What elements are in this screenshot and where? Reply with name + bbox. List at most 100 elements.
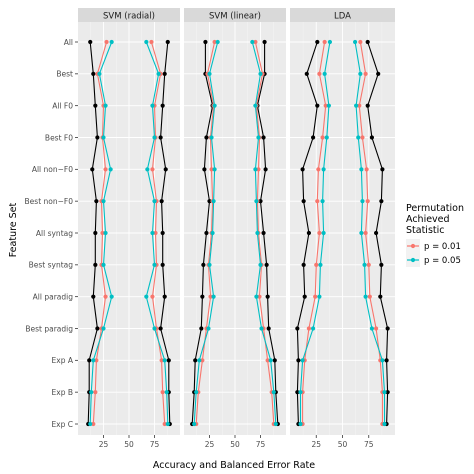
data-point xyxy=(363,71,368,76)
data-point xyxy=(200,294,205,299)
data-point xyxy=(302,294,307,299)
data-point xyxy=(304,71,309,76)
legend-key-point xyxy=(410,243,416,249)
data-point xyxy=(144,294,149,299)
data-point xyxy=(273,421,278,427)
data-point xyxy=(209,135,214,140)
data-point xyxy=(301,262,306,267)
data-point xyxy=(321,230,326,236)
data-point xyxy=(360,135,365,140)
data-point xyxy=(365,199,370,204)
data-point xyxy=(318,262,323,267)
panel-3: LDA 25 50 75 xyxy=(290,8,395,449)
data-point xyxy=(306,326,311,331)
data-point xyxy=(311,326,316,331)
data-point xyxy=(194,390,199,395)
data-point xyxy=(152,135,157,140)
data-point xyxy=(380,358,385,363)
data-point xyxy=(261,135,266,140)
y-axis-title: Feature Set xyxy=(8,202,19,257)
data-point xyxy=(364,167,369,172)
series-12 xyxy=(250,39,278,427)
data-point xyxy=(261,230,266,236)
facet-strip xyxy=(78,8,180,22)
data-point xyxy=(197,358,202,363)
data-point xyxy=(160,262,165,267)
data-point xyxy=(90,167,95,172)
data-point xyxy=(295,390,300,395)
y-tick-label: Best syntag xyxy=(29,261,74,270)
data-point xyxy=(93,230,98,236)
data-point xyxy=(162,294,167,299)
data-point xyxy=(91,421,96,427)
series-13 xyxy=(295,39,320,427)
data-point xyxy=(298,390,303,395)
y-tick-label: Best F0 xyxy=(45,133,73,142)
chart-panels: SVM (radial) 25 50 75 SVM (linear) 25 50 75 LDA 2… xyxy=(78,8,395,449)
data-point xyxy=(382,390,387,395)
data-point xyxy=(104,39,109,45)
data-point xyxy=(150,294,155,299)
data-point xyxy=(382,421,387,427)
data-point xyxy=(362,262,367,267)
data-point xyxy=(257,294,262,299)
data-point xyxy=(256,135,261,140)
legend-item: p = 0.01 xyxy=(406,239,461,253)
y-tick-label: Best xyxy=(56,70,73,79)
data-point xyxy=(266,326,271,331)
data-point xyxy=(264,262,269,267)
legend-label: p = 0.01 xyxy=(424,242,461,252)
data-point xyxy=(354,103,359,108)
data-point xyxy=(108,167,113,172)
series-6 xyxy=(144,39,170,427)
data-point xyxy=(263,167,268,172)
data-point xyxy=(212,103,217,108)
data-point xyxy=(109,39,114,45)
facet-strip xyxy=(290,8,395,22)
data-point xyxy=(254,199,259,204)
data-point xyxy=(317,230,322,236)
data-point xyxy=(384,358,389,363)
data-point xyxy=(152,326,157,331)
facet-strip-label: SVM (radial) xyxy=(103,12,155,22)
data-point xyxy=(314,262,319,267)
legend-title: Achieved xyxy=(406,214,450,225)
data-point xyxy=(103,294,108,299)
data-point xyxy=(211,199,216,204)
data-point xyxy=(379,262,384,267)
data-point xyxy=(100,230,105,236)
data-point xyxy=(306,230,311,236)
data-point xyxy=(95,135,100,140)
data-point xyxy=(258,71,263,76)
data-point xyxy=(253,103,258,108)
data-point xyxy=(207,199,212,204)
data-point xyxy=(315,39,320,45)
data-point xyxy=(321,167,326,172)
data-point xyxy=(250,39,255,45)
y-tick-label: All syntag xyxy=(36,229,73,238)
x-axis-title: Accuracy and Balanced Error Rate xyxy=(153,460,315,471)
data-point xyxy=(95,326,100,331)
data-point xyxy=(93,103,98,108)
data-point xyxy=(209,167,214,172)
data-point xyxy=(369,135,374,140)
y-tick-labels: All Best All F0 Best F0 All non−F0 Best non−F… xyxy=(25,38,78,429)
legend-item: p = 0.05 xyxy=(406,253,461,267)
x-tick-label: 25 xyxy=(99,440,109,449)
series-9 xyxy=(192,39,220,427)
data-point xyxy=(91,71,96,76)
data-point xyxy=(258,262,263,267)
y-tick-label: Best non−F0 xyxy=(25,197,74,206)
data-point xyxy=(272,358,277,363)
legend-key-point xyxy=(410,257,416,263)
data-point xyxy=(359,167,364,172)
data-point xyxy=(210,230,215,236)
data-point xyxy=(374,230,379,236)
data-point xyxy=(374,326,379,331)
data-point xyxy=(296,358,301,363)
data-point xyxy=(254,294,259,299)
data-point xyxy=(253,39,258,45)
data-point xyxy=(215,39,220,45)
data-point xyxy=(192,421,197,427)
